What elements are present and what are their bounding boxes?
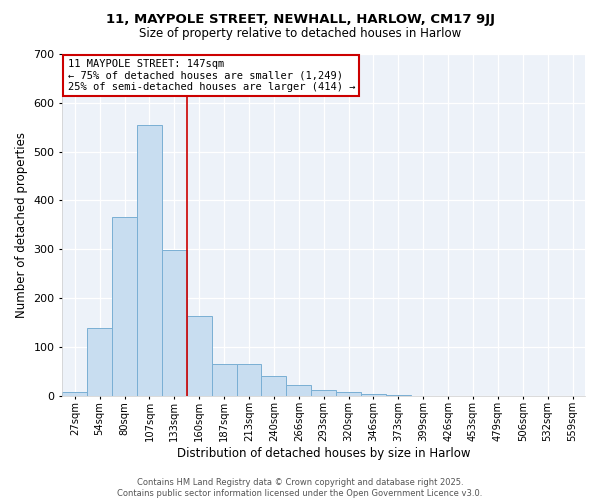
Bar: [236, 364, 262, 396]
Bar: [137, 124, 162, 396]
Bar: [187, 316, 212, 396]
Bar: [336, 392, 361, 396]
Bar: [62, 392, 87, 396]
Text: Size of property relative to detached houses in Harlow: Size of property relative to detached ho…: [139, 28, 461, 40]
Bar: [311, 390, 336, 396]
Bar: [87, 328, 112, 396]
Bar: [361, 394, 386, 396]
Bar: [112, 218, 137, 396]
Bar: [262, 376, 286, 396]
Text: Contains HM Land Registry data © Crown copyright and database right 2025.
Contai: Contains HM Land Registry data © Crown c…: [118, 478, 482, 498]
X-axis label: Distribution of detached houses by size in Harlow: Distribution of detached houses by size …: [177, 447, 470, 460]
Bar: [286, 385, 311, 396]
Y-axis label: Number of detached properties: Number of detached properties: [15, 132, 28, 318]
Bar: [162, 250, 187, 396]
Text: 11 MAYPOLE STREET: 147sqm
← 75% of detached houses are smaller (1,249)
25% of se: 11 MAYPOLE STREET: 147sqm ← 75% of detac…: [68, 59, 355, 92]
Bar: [212, 364, 236, 396]
Text: 11, MAYPOLE STREET, NEWHALL, HARLOW, CM17 9JJ: 11, MAYPOLE STREET, NEWHALL, HARLOW, CM1…: [106, 12, 494, 26]
